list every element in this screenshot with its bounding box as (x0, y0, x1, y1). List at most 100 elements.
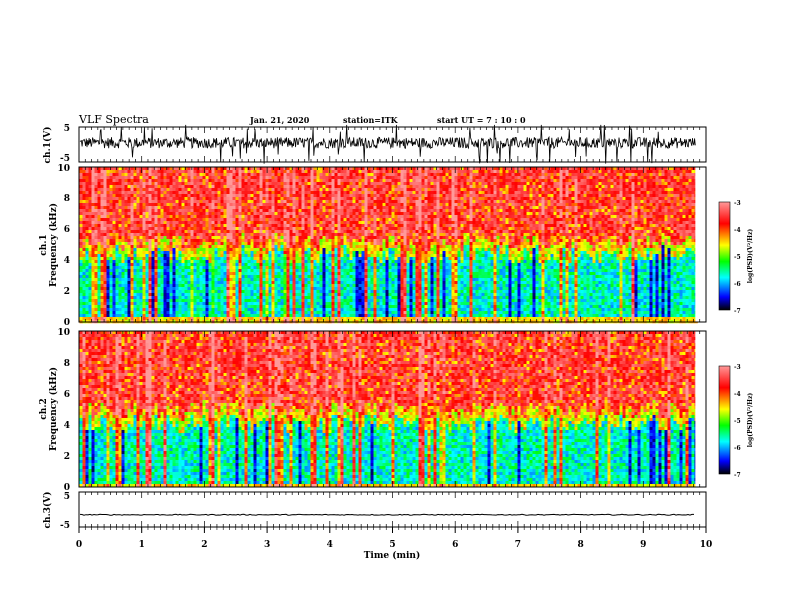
spectrogram-cell (173, 239, 176, 242)
spectrogram-cell (350, 275, 353, 278)
spectrogram-cell (245, 191, 248, 194)
spectrogram-cell (182, 269, 185, 272)
spectrogram-cell (227, 299, 230, 302)
spectrogram-cell (83, 236, 86, 239)
spectrogram-cell (215, 260, 218, 263)
spectrogram-cell (320, 215, 323, 218)
spectrogram-cell (125, 179, 128, 182)
spectrogram-cell (224, 245, 227, 248)
spectrogram-cell (239, 203, 242, 206)
spectrogram-cell (344, 263, 347, 266)
spectrogram-cell (92, 185, 95, 188)
spectrogram-cell (269, 197, 272, 200)
spectrogram-cell (185, 269, 188, 272)
spectrogram-cell (263, 191, 266, 194)
spectrogram-cell (257, 188, 260, 191)
spectrogram-cell (323, 254, 326, 257)
spectrogram-cell (131, 218, 134, 221)
spectrogram-cell (158, 194, 161, 197)
spectrogram-cell (296, 311, 299, 314)
spectrogram-cell (269, 257, 272, 260)
spectrogram-cell (353, 293, 356, 296)
spectrogram-cell (80, 302, 83, 305)
spectrogram-cell (272, 185, 275, 188)
spectrogram-ch1-image (80, 167, 707, 323)
spectrogram-cell (236, 254, 239, 257)
spectrogram-cell (182, 188, 185, 191)
spectrogram-cell (296, 305, 299, 308)
spectrogram-cell (326, 269, 329, 272)
spectrogram-cell (269, 176, 272, 179)
spectrogram-cell (107, 266, 110, 269)
spectrogram-cell (272, 188, 275, 191)
spectrogram-cell (80, 227, 83, 230)
spectrogram-cell (191, 302, 194, 305)
spectrogram-cell (173, 254, 176, 257)
spectrogram-cell (338, 239, 341, 242)
spectrogram-cell (299, 227, 302, 230)
spectrogram-cell (245, 170, 248, 173)
spectrogram-cell (344, 260, 347, 263)
spectrogram-cell (164, 182, 167, 185)
spectrogram-cell (164, 185, 167, 188)
spectrogram-cell (341, 230, 344, 233)
spectrogram-cell (314, 260, 317, 263)
spectrogram-cell (179, 290, 182, 293)
spectrogram-cell (155, 260, 158, 263)
spectrogram-cell (260, 284, 263, 287)
spectrogram-cell (275, 308, 278, 311)
spectrogram-cell (104, 260, 107, 263)
spectrogram-cell (278, 296, 281, 299)
spectrogram-cell (131, 221, 134, 224)
spectrogram-cell (227, 176, 230, 179)
spectrogram-cell (227, 257, 230, 260)
spectrogram-cell (302, 218, 305, 221)
spectrogram-cell (218, 170, 221, 173)
spectrogram-cell (227, 218, 230, 221)
spectrogram-cell (317, 197, 320, 200)
spectrogram-cell (329, 290, 332, 293)
spectrogram-cell (188, 188, 191, 191)
spectrogram-cell (266, 293, 269, 296)
spectrogram-cell (89, 227, 92, 230)
spectrogram-cell (242, 269, 245, 272)
spectrogram-cell (137, 230, 140, 233)
spectrogram-cell (170, 308, 173, 311)
spectrogram-cell (167, 284, 170, 287)
spectrogram-cell (137, 224, 140, 227)
spectrogram-cell (284, 200, 287, 203)
spectrogram-cell (182, 215, 185, 218)
spectrogram-cell (272, 314, 275, 317)
spectrogram-cell (329, 242, 332, 245)
spectrogram-cell (278, 281, 281, 284)
spectrogram-cell (122, 314, 125, 317)
spectrogram-cell (236, 215, 239, 218)
spectrogram-cell (242, 275, 245, 278)
spectrogram-cell (278, 182, 281, 185)
spectrogram-cell (164, 293, 167, 296)
spectrogram-cell (329, 230, 332, 233)
spectrogram-cell (239, 269, 242, 272)
spectrogram-cell (119, 251, 122, 254)
spectrogram-cell (212, 242, 215, 245)
spectrogram-cell (152, 278, 155, 281)
spectrogram-cell (287, 254, 290, 257)
spectrogram-cell (296, 209, 299, 212)
spectrogram-cell (83, 251, 86, 254)
spectrogram-cell (215, 302, 218, 305)
spectrogram-cell (203, 254, 206, 257)
spectrogram-cell (314, 212, 317, 215)
spectrogram-cell (344, 197, 347, 200)
spectrogram-cell (347, 170, 350, 173)
spectrogram-cell (248, 248, 251, 251)
spectrogram-cell (344, 281, 347, 284)
spectrogram-cell (248, 299, 251, 302)
spectrogram-cell (260, 248, 263, 251)
spectrogram-cell (326, 191, 329, 194)
spectrogram-cell (194, 257, 197, 260)
spectrogram-cell (185, 266, 188, 269)
spectrogram-cell (299, 311, 302, 314)
spectrogram-cell (335, 173, 338, 176)
spectrogram-cell (272, 257, 275, 260)
spectrogram-cell (248, 194, 251, 197)
